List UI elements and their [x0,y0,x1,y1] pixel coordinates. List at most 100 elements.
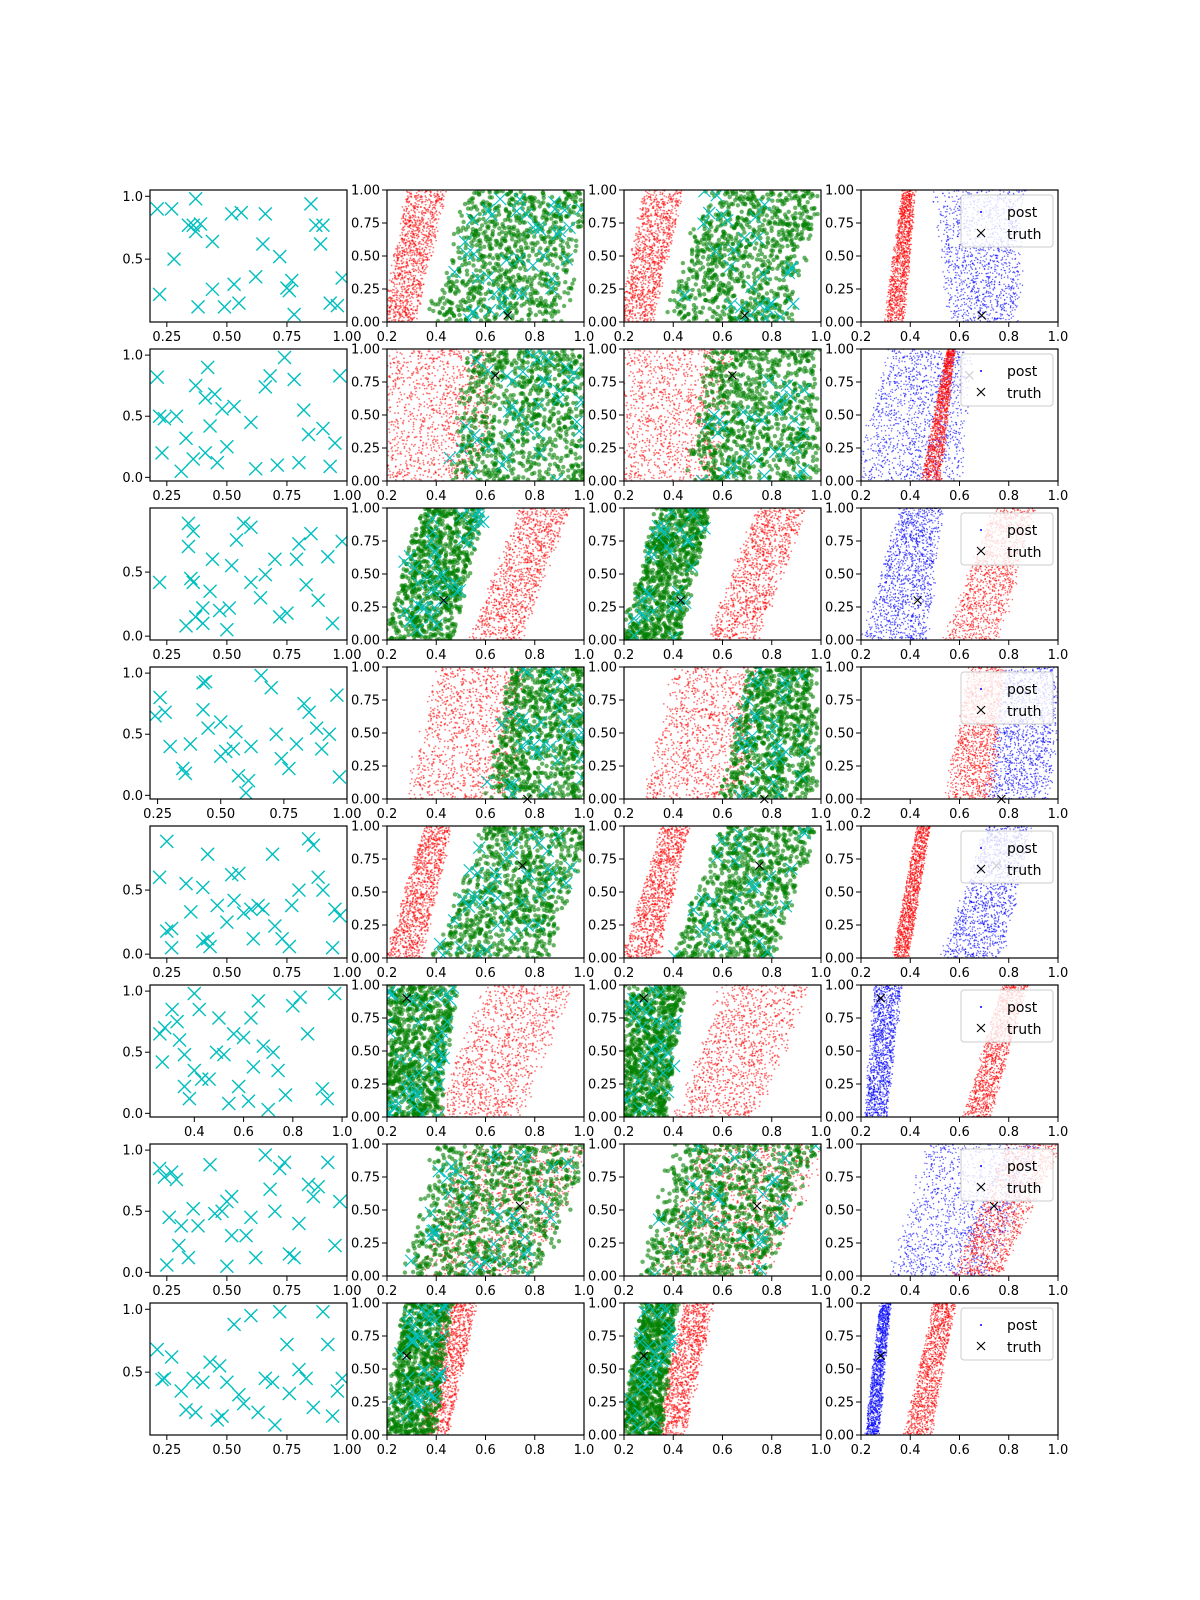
design-samples-point [487,190,492,195]
posterior-samples-point [964,266,967,269]
prior-samples-point [671,205,674,208]
prior-samples-point [628,299,631,301]
design-samples-point [725,190,730,195]
prior-samples-point [638,226,640,229]
prior-samples-point [651,290,654,293]
prior-samples-point [407,285,410,287]
prior-samples-point [655,205,658,208]
design-samples-point [764,231,769,236]
prior-samples-point [667,219,669,222]
design-cross [745,280,758,294]
prior-samples-point [426,252,429,255]
posterior-samples-point [970,267,973,269]
design-samples-point [770,190,775,195]
posterior-samples-point [938,208,940,210]
posterior-samples-point [969,290,972,293]
design-samples-point [555,265,560,270]
prior-samples-point [649,301,652,303]
prior-samples-point [634,289,636,292]
prior-samples-point [420,200,423,203]
prior-samples-point [402,226,404,229]
prior-samples-point [656,200,659,203]
design-cross [715,208,729,222]
design-samples-point [503,253,508,258]
posterior-samples-point [947,305,949,308]
prior-samples-point [433,203,436,206]
prior-samples-point [650,271,652,273]
posterior-samples-point [1005,318,1007,321]
design-samples-point [496,203,502,209]
prior-samples-point [634,314,636,317]
prior-samples-point [409,223,412,226]
design-cross [724,260,737,273]
posterior-samples-point [1004,272,1007,274]
prior-samples-point [665,251,667,254]
prior-samples-point [421,291,423,294]
design-samples-point [744,245,749,250]
posterior-samples-point [965,319,967,322]
posterior-samples-point [1001,257,1004,259]
prior-samples-point [419,289,421,291]
prior-samples-point [652,286,655,289]
design-samples-point [469,196,474,201]
prior-samples-point [396,294,399,297]
prior-samples-point [436,222,438,224]
prior-samples-point [393,274,396,277]
design-samples-point [551,239,556,245]
prior-samples-point [429,211,432,214]
prior-samples-point [670,210,673,213]
prior-samples-point [411,230,413,233]
prior-samples-point [668,197,671,200]
prior-samples-point [636,245,639,247]
panel-grid: 0.25 0.50 0.75 1.000.51.00.2 0.4 0.6 0.8 1.00.0… [122,184,1068,1459]
design-samples-point [546,212,551,217]
design-samples-point [701,242,706,247]
prior-samples-point [414,232,417,235]
prior-samples-point [659,256,662,258]
posterior-samples-point [1010,313,1013,315]
design-samples-point [804,191,809,196]
posterior-samples-point [968,270,971,272]
prior-samples-point [430,241,432,244]
prior-samples-point [405,210,408,213]
posterior-samples-point [1010,252,1013,254]
prior-samples-point [634,292,637,295]
prior-samples-point [644,239,647,241]
design-samples-point [789,237,794,242]
prior-samples-point [629,287,632,290]
prior-samples-point [419,287,422,290]
prior-samples-point [413,225,416,228]
posterior-samples-point [988,248,990,251]
design-samples-point [548,242,553,247]
prior-samples-point [625,282,628,285]
prior-samples-point [427,223,429,226]
design-samples-point [490,219,495,225]
prior-samples-point [432,214,435,216]
design-samples-point [676,279,681,284]
prior-samples-point [409,217,411,220]
posterior-samples-point [948,284,950,286]
prior-samples-point [418,219,421,222]
posterior-samples-point [975,274,977,277]
design-samples-point [538,246,543,251]
design-cross [759,312,773,322]
design-samples-point [772,242,777,248]
design-samples-point [553,251,558,257]
design-samples-point [479,275,485,280]
posterior-samples-point [945,215,948,217]
prior-samples-point [663,229,666,232]
design-samples-point [717,259,722,265]
prior-samples-point [634,278,637,281]
design-cross [782,266,796,280]
prior-samples-point [670,204,673,207]
design-samples-point [514,301,519,306]
posterior-samples-point [965,283,968,286]
design-marker [313,237,328,252]
design-samples-point [706,262,711,267]
design-samples-point [716,237,722,243]
prior-samples-point [637,241,640,244]
prior-samples-point [660,221,662,223]
prior-samples-point [403,228,406,231]
prior-samples-point [408,277,411,279]
prior-samples-point [441,205,444,208]
